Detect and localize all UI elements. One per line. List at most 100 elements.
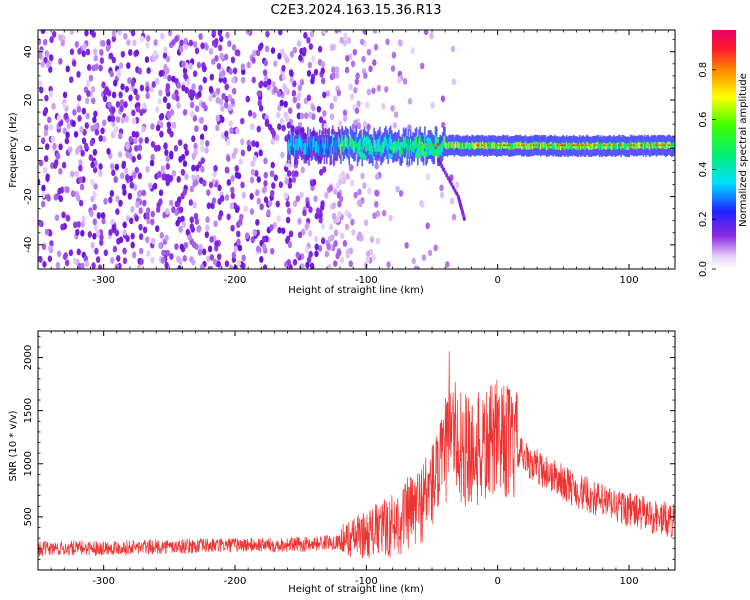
noise-cell bbox=[76, 248, 81, 256]
noise-cell bbox=[252, 49, 257, 57]
noise-cell bbox=[60, 223, 65, 231]
noise-cell bbox=[209, 254, 215, 261]
noise-cell bbox=[144, 56, 150, 64]
noise-cell bbox=[65, 131, 70, 139]
carrier-blob bbox=[435, 149, 440, 155]
carrier-peak bbox=[533, 144, 536, 147]
noise-cell bbox=[199, 133, 205, 141]
x-tick-label: -200 bbox=[224, 275, 247, 286]
carrier-core bbox=[381, 142, 384, 155]
noise-cell bbox=[366, 123, 371, 131]
carrier-peak bbox=[503, 144, 506, 147]
carrier-core bbox=[328, 136, 330, 148]
noise-cell bbox=[240, 149, 246, 157]
noise-cell bbox=[165, 208, 170, 215]
noise-cell bbox=[43, 129, 49, 137]
noise-cell bbox=[318, 216, 323, 224]
carrier-peak bbox=[517, 144, 520, 147]
carrier-peak bbox=[558, 144, 561, 147]
noise-cell bbox=[333, 229, 339, 237]
carrier-core bbox=[468, 143, 471, 150]
noise-cell bbox=[270, 47, 276, 54]
noise-cell bbox=[385, 38, 390, 46]
noise-cell bbox=[375, 189, 380, 197]
noise-cell bbox=[249, 208, 255, 215]
noise-cell bbox=[136, 190, 142, 198]
noise-cell bbox=[79, 126, 84, 133]
noise-cell bbox=[271, 130, 276, 137]
noise-cell bbox=[246, 139, 251, 147]
noise-cell bbox=[38, 245, 41, 253]
carrier-core bbox=[479, 142, 482, 149]
carrier-core bbox=[297, 138, 300, 151]
noise-cell bbox=[413, 265, 419, 269]
noise-cell bbox=[110, 218, 115, 226]
noise-cell bbox=[130, 232, 135, 240]
noise-cell bbox=[185, 228, 190, 236]
noise-cell bbox=[91, 31, 96, 38]
noise-cell bbox=[267, 123, 273, 131]
carrier-core bbox=[590, 143, 593, 151]
noise-cell bbox=[224, 194, 230, 202]
noise-cell bbox=[334, 71, 340, 79]
carrier-core bbox=[398, 138, 400, 150]
noise-cell bbox=[175, 219, 180, 227]
carrier-core bbox=[400, 145, 403, 158]
noise-cell bbox=[38, 80, 43, 88]
noise-cell bbox=[381, 209, 387, 217]
carrier-peak bbox=[568, 144, 571, 147]
noise-cell bbox=[161, 249, 166, 257]
noise-cell bbox=[74, 170, 79, 178]
noise-cell bbox=[208, 95, 213, 102]
noise-cell bbox=[254, 141, 260, 148]
noise-cell bbox=[386, 261, 391, 269]
carrier-peak bbox=[614, 144, 617, 147]
noise-cell bbox=[171, 93, 176, 101]
noise-cell bbox=[77, 47, 82, 55]
noise-cell bbox=[321, 30, 327, 35]
noise-cell bbox=[109, 70, 114, 78]
noise-cell bbox=[314, 212, 319, 220]
carrier-peak bbox=[427, 144, 430, 147]
noise-cell bbox=[305, 261, 310, 269]
carrier-peak bbox=[509, 144, 511, 147]
noise-cell bbox=[350, 218, 355, 226]
noise-cell bbox=[430, 101, 435, 109]
tail-cell bbox=[446, 176, 450, 181]
noise-cell bbox=[138, 247, 144, 255]
carrier-core bbox=[291, 134, 294, 147]
carrier-peak bbox=[630, 144, 633, 147]
noise-cell bbox=[44, 94, 49, 102]
noise-cell bbox=[103, 198, 108, 205]
noise-cell bbox=[92, 232, 97, 240]
noise-cell bbox=[371, 254, 376, 261]
noise-cell bbox=[270, 247, 275, 255]
noise-cell bbox=[90, 161, 95, 169]
noise-cell bbox=[111, 224, 116, 231]
carrier-core bbox=[451, 141, 453, 149]
noise-cell bbox=[371, 87, 376, 95]
noise-cell bbox=[276, 215, 281, 223]
noise-cell bbox=[54, 214, 60, 221]
carrier-core bbox=[673, 142, 675, 149]
carrier-core bbox=[543, 142, 546, 149]
noise-cell bbox=[89, 139, 95, 147]
noise-cell bbox=[230, 224, 235, 232]
noise-cell bbox=[420, 201, 425, 208]
carrier-core bbox=[649, 143, 652, 150]
carrier-peak bbox=[455, 144, 458, 147]
noise-cell bbox=[229, 127, 234, 135]
tail-cell bbox=[442, 167, 446, 172]
noise-cell bbox=[439, 191, 445, 199]
carrier-core bbox=[368, 143, 371, 156]
noise-cell bbox=[230, 175, 235, 182]
noise-cell bbox=[277, 104, 282, 112]
noise-cell bbox=[66, 122, 71, 130]
carrier-core bbox=[480, 142, 483, 149]
noise-cell bbox=[53, 193, 58, 201]
noise-cell bbox=[289, 70, 294, 78]
noise-cell bbox=[101, 135, 107, 143]
noise-cell bbox=[130, 79, 136, 87]
carrier-core bbox=[600, 142, 602, 149]
noise-cell bbox=[209, 73, 215, 81]
